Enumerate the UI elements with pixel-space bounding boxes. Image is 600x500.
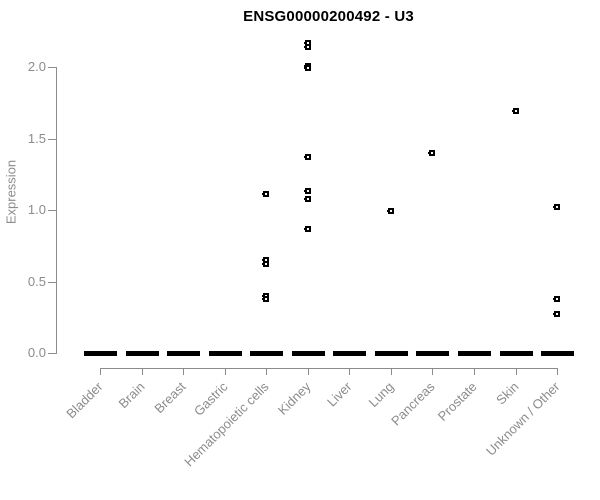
y-tick-label: 1.0 xyxy=(27,202,46,217)
zero-expression-dash xyxy=(499,351,533,356)
x-tick xyxy=(432,369,434,375)
zero-expression-dash xyxy=(333,351,367,356)
x-tick xyxy=(141,369,143,375)
y-tick xyxy=(48,353,56,354)
data-point xyxy=(304,65,311,72)
data-point xyxy=(554,204,561,211)
y-tick xyxy=(48,67,56,68)
zero-expression-dash xyxy=(374,351,408,356)
data-point xyxy=(554,311,561,318)
x-tick xyxy=(349,369,351,375)
zero-expression-dash xyxy=(541,351,575,356)
y-tick xyxy=(48,210,56,211)
x-tick xyxy=(100,369,101,375)
zero-expression-dash xyxy=(291,351,325,356)
x-tick xyxy=(557,369,559,375)
x-tick xyxy=(390,369,392,375)
x-tick xyxy=(307,369,309,375)
y-tick-label: 1.5 xyxy=(27,130,46,146)
x-tick xyxy=(515,369,517,375)
x-tick xyxy=(224,369,226,375)
zero-expression-dash xyxy=(84,351,117,356)
data-point xyxy=(263,191,270,198)
x-tick xyxy=(473,369,475,375)
zero-expression-dash xyxy=(250,351,284,356)
x-tick xyxy=(183,369,185,375)
y-tick-label: 0.0 xyxy=(27,345,46,360)
y-tick xyxy=(48,138,56,140)
data-point xyxy=(263,261,270,268)
data-point xyxy=(512,108,519,115)
zero-expression-dash xyxy=(125,351,159,356)
zero-expression-dash xyxy=(457,351,491,356)
y-axis-line xyxy=(56,67,57,354)
data-point xyxy=(554,295,561,302)
data-point xyxy=(304,225,311,232)
zero-expression-dash xyxy=(208,351,242,356)
data-point xyxy=(304,195,311,202)
y-tick-label: 0.5 xyxy=(27,273,46,289)
x-axis-line xyxy=(100,368,559,369)
chart-title: ENSG00000200492 - U3 xyxy=(243,8,414,25)
data-point xyxy=(304,43,311,50)
zero-expression-dash xyxy=(416,351,450,356)
data-point xyxy=(263,295,270,302)
y-tick xyxy=(48,281,56,283)
data-point xyxy=(429,149,436,156)
data-point xyxy=(387,208,394,215)
y-tick-label: 2.0 xyxy=(27,59,46,74)
data-point xyxy=(304,154,311,161)
data-point xyxy=(304,188,311,195)
x-tick xyxy=(266,369,268,375)
zero-expression-dash xyxy=(167,351,201,356)
